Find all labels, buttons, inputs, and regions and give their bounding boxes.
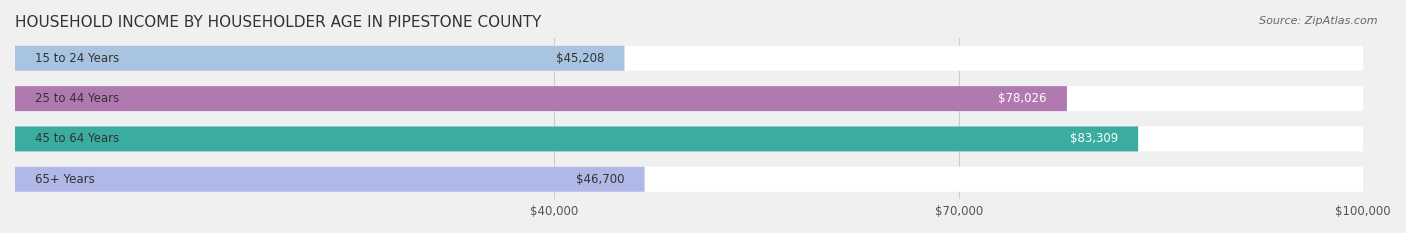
FancyBboxPatch shape	[15, 127, 1364, 151]
Text: 45 to 64 Years: 45 to 64 Years	[35, 132, 120, 145]
FancyBboxPatch shape	[15, 127, 1139, 151]
Text: $78,026: $78,026	[998, 92, 1046, 105]
Text: 15 to 24 Years: 15 to 24 Years	[35, 52, 120, 65]
Text: Source: ZipAtlas.com: Source: ZipAtlas.com	[1260, 16, 1378, 26]
FancyBboxPatch shape	[15, 167, 644, 192]
Text: $46,700: $46,700	[576, 173, 624, 186]
FancyBboxPatch shape	[15, 86, 1364, 111]
Text: 65+ Years: 65+ Years	[35, 173, 96, 186]
Text: 25 to 44 Years: 25 to 44 Years	[35, 92, 120, 105]
FancyBboxPatch shape	[15, 86, 1067, 111]
FancyBboxPatch shape	[15, 167, 1364, 192]
FancyBboxPatch shape	[15, 46, 1364, 71]
FancyBboxPatch shape	[15, 46, 624, 71]
Text: $45,208: $45,208	[555, 52, 605, 65]
Text: HOUSEHOLD INCOME BY HOUSEHOLDER AGE IN PIPESTONE COUNTY: HOUSEHOLD INCOME BY HOUSEHOLDER AGE IN P…	[15, 15, 541, 30]
Text: $83,309: $83,309	[1070, 132, 1118, 145]
